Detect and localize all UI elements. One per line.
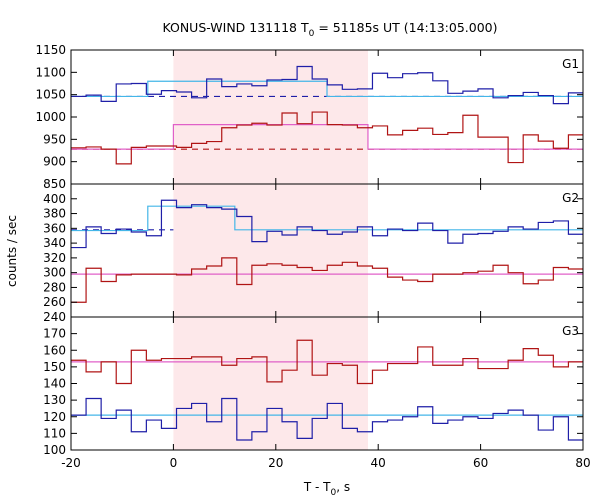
panel-g1: 850 900 950 1000 1050 1100 1150 G1 bbox=[35, 43, 584, 191]
y-tick-label: 260 bbox=[43, 295, 66, 309]
panel-g3: 100 110 120 130 140 150 160 170 G3 bbox=[43, 316, 584, 457]
fit-line bbox=[71, 80, 583, 98]
y-tick-label: 160 bbox=[43, 343, 66, 357]
count-rate-series-2 bbox=[71, 111, 583, 165]
y-tick-label: 380 bbox=[43, 207, 66, 221]
y-tick-label: 1150 bbox=[35, 43, 66, 57]
panel-label: G2 bbox=[562, 191, 579, 205]
y-tick-label: 140 bbox=[43, 377, 66, 391]
panel-label: G1 bbox=[562, 57, 579, 71]
y-tick-label: 400 bbox=[43, 192, 66, 206]
y-tick-label: 280 bbox=[43, 280, 66, 294]
y-tick-label: 240 bbox=[43, 310, 66, 324]
y-tick-label: 1100 bbox=[35, 65, 66, 79]
y-tick-label: 110 bbox=[43, 426, 66, 440]
y-axis-label: counts / sec bbox=[5, 215, 19, 287]
x-axis-label: T - T0, s bbox=[303, 480, 350, 498]
y-tick-label: 900 bbox=[43, 155, 66, 169]
count-rate-series-1 bbox=[71, 65, 583, 105]
x-tick-label: 20 bbox=[268, 456, 283, 470]
panel-data-layer bbox=[71, 65, 583, 165]
x-tick-label: 80 bbox=[575, 456, 590, 470]
y-tick-label: 950 bbox=[43, 132, 66, 146]
y-tick-label: 150 bbox=[43, 360, 66, 374]
figure-title: KONUS-WIND 131118 T0 = 51185s UT (14:13:… bbox=[162, 20, 497, 39]
x-tick-label: -20 bbox=[61, 456, 81, 470]
panel-data-layer bbox=[71, 199, 583, 303]
y-tick-label: 850 bbox=[43, 177, 66, 191]
y-tick-label: 170 bbox=[43, 327, 66, 341]
y-tick-label: 320 bbox=[43, 251, 66, 265]
count-rate-series-1 bbox=[71, 339, 583, 385]
shaded-interval bbox=[173, 50, 368, 184]
y-tick-label: 300 bbox=[43, 266, 66, 280]
y-tick-label: 130 bbox=[43, 393, 66, 407]
x-tick-label: 0 bbox=[170, 456, 178, 470]
count-rate-series-2 bbox=[71, 257, 583, 303]
count-rate-series-1 bbox=[71, 199, 583, 249]
shaded-interval bbox=[173, 317, 368, 450]
shaded-interval bbox=[173, 184, 368, 317]
y-tick-label: 1000 bbox=[35, 110, 66, 124]
y-tick-label: 100 bbox=[43, 443, 66, 457]
x-tick-label: 60 bbox=[473, 456, 488, 470]
y-tick-label: 1050 bbox=[35, 88, 66, 102]
x-tick-label: 40 bbox=[371, 456, 386, 470]
count-rate-series-2 bbox=[71, 397, 583, 441]
y-tick-label: 360 bbox=[43, 221, 66, 235]
y-tick-label: 340 bbox=[43, 236, 66, 250]
panel-data-layer bbox=[71, 339, 583, 441]
y-tick-label: 120 bbox=[43, 410, 66, 424]
panel-label: G3 bbox=[562, 324, 579, 338]
plot-area: 8509009501000105011001150G12402602803003… bbox=[35, 43, 590, 470]
